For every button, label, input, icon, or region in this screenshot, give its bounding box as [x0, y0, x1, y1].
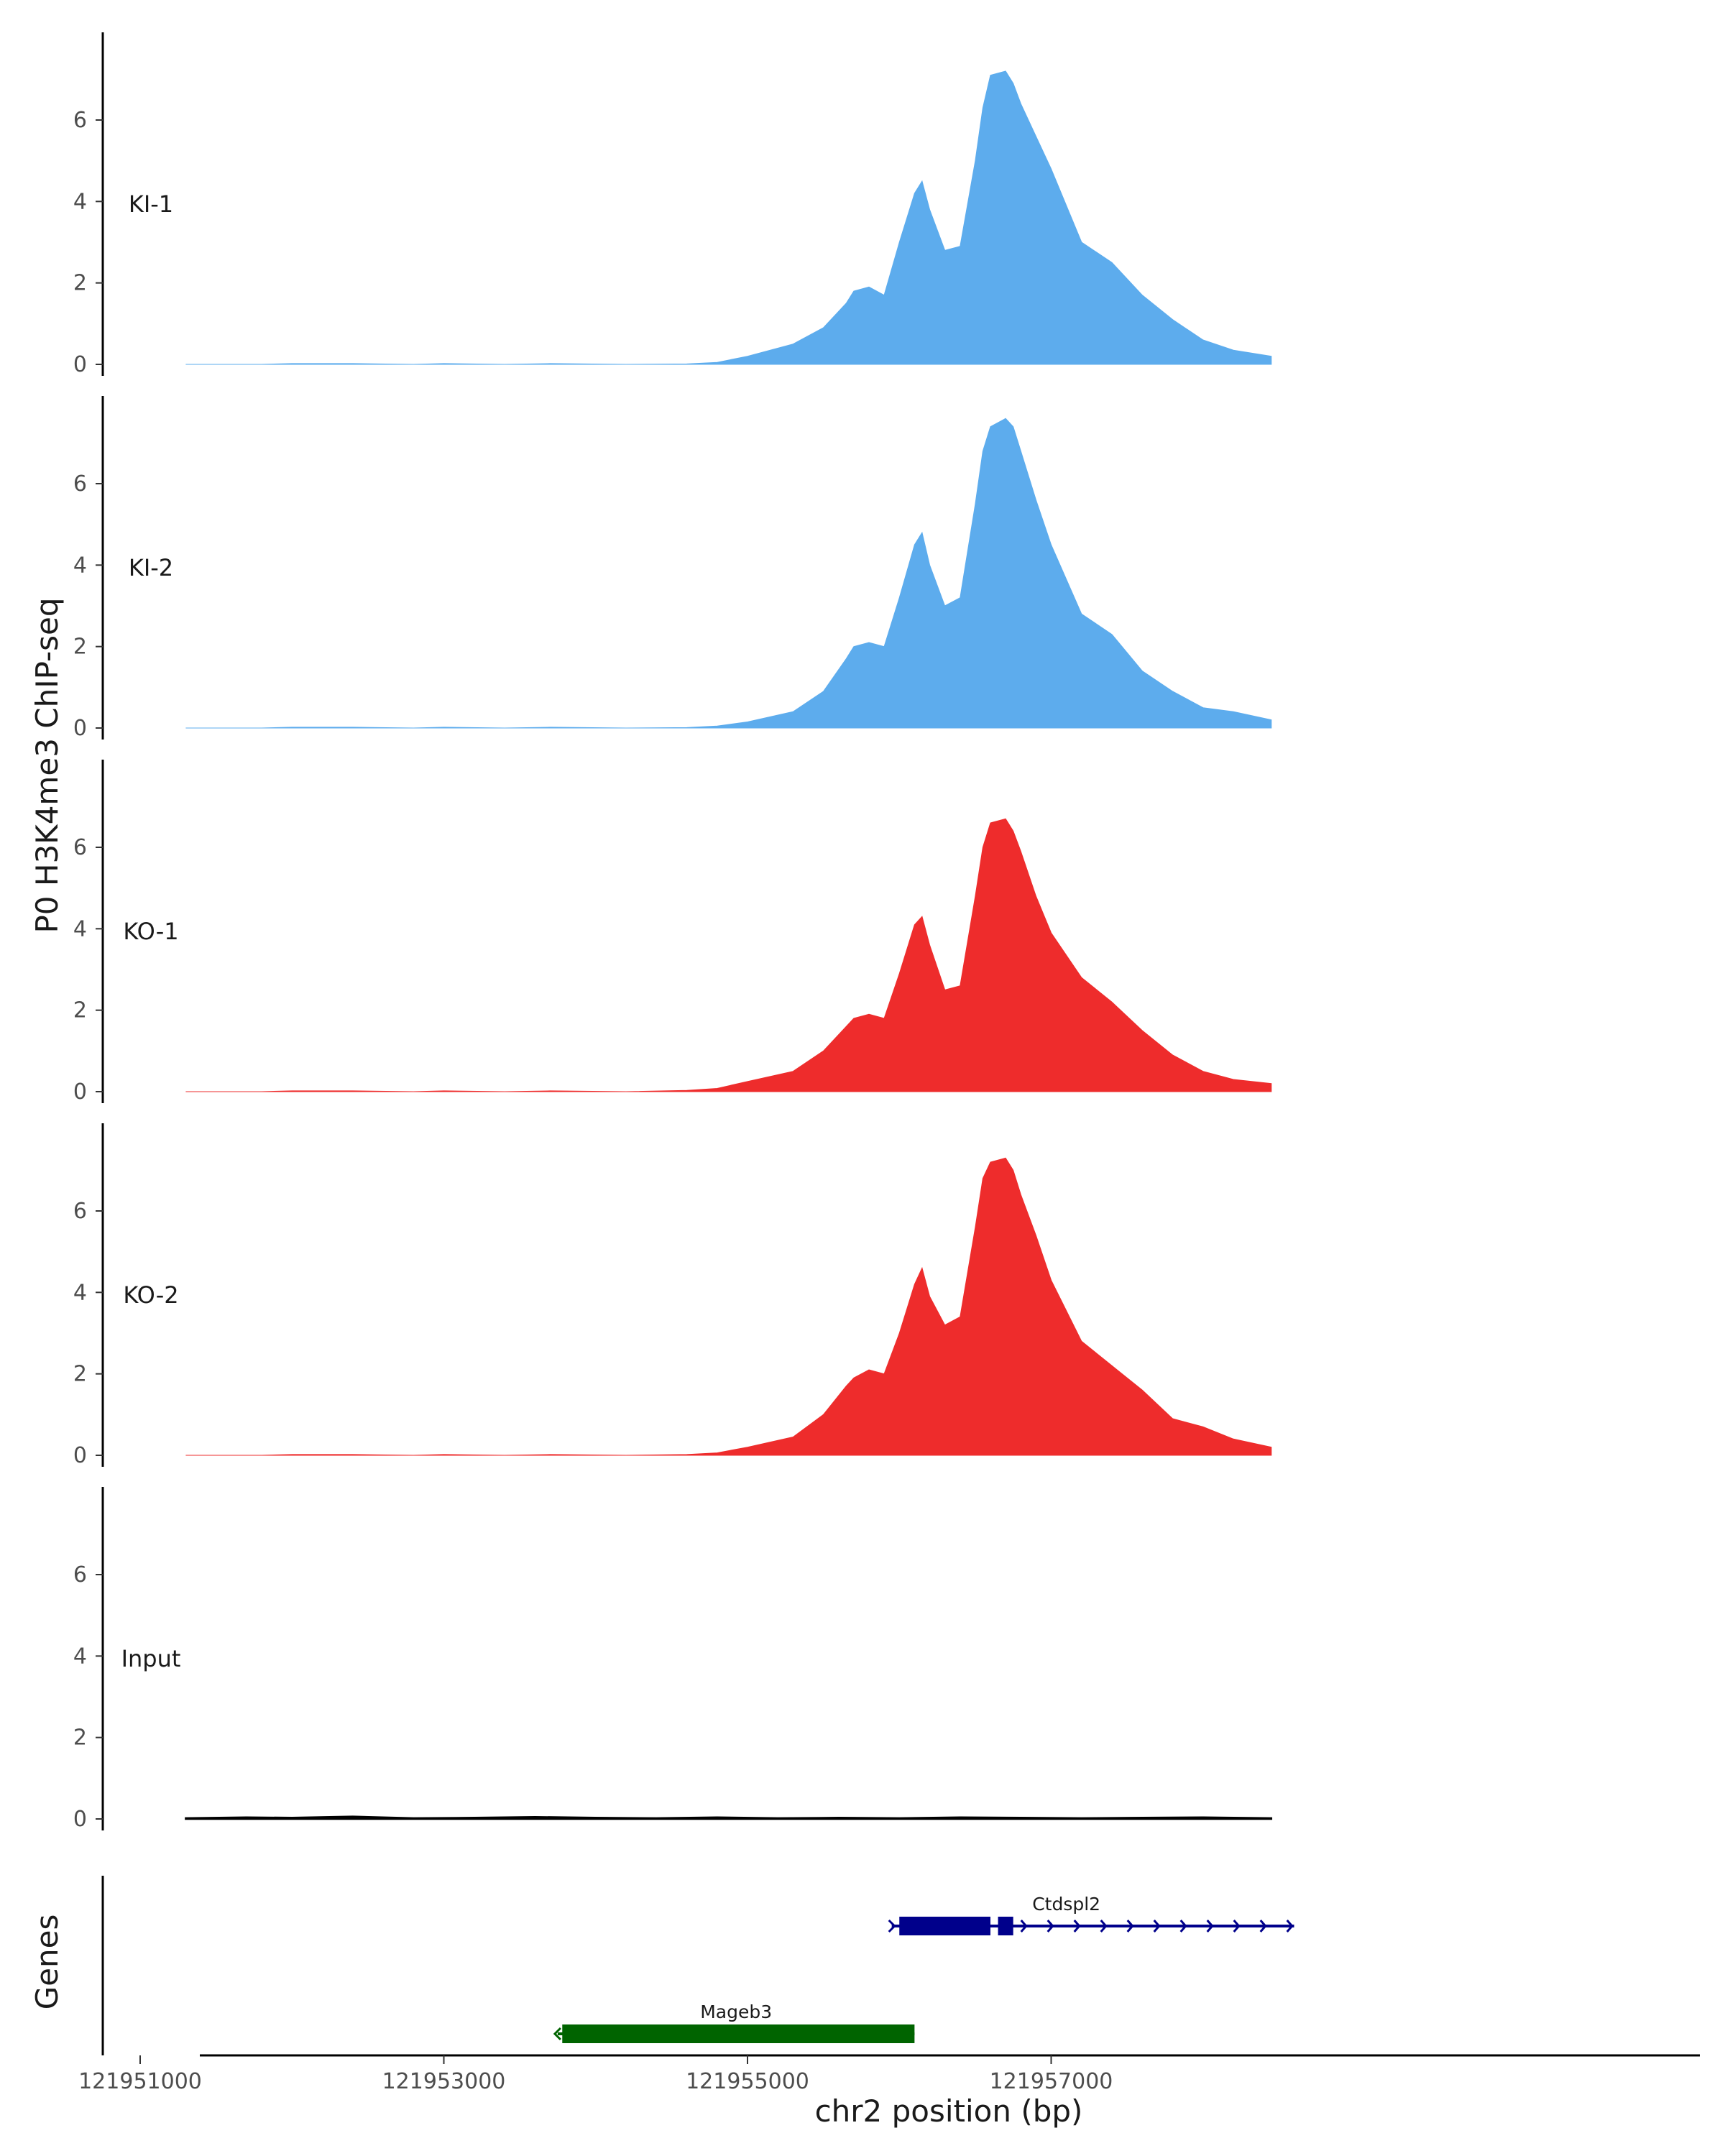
track-label: KO-2: [123, 1281, 178, 1309]
strand-arrow: [1020, 1920, 1028, 1932]
x-axis: 121951000 121953000 121955000 121957000: [78, 2054, 1700, 2094]
strand-arrow: [1259, 1920, 1267, 1932]
y-tick-label: 2: [73, 635, 87, 660]
coverage-area-input: [185, 1815, 1273, 1820]
x-axis-title: chr2 position (bp): [815, 2093, 1083, 2129]
track-ki-1: 0 2 4 6 KI-1: [73, 32, 1272, 377]
coverage-tracks: 0 2 4 6 KI-1 0 2 4 6 KI-2 0 2 4 6 KO-1 0 2 4 6 KO-2 0 2 4 6 Inpu…: [73, 32, 1273, 1832]
x-tick-label: 121957000: [990, 2069, 1113, 2094]
y-tick-label: 6: [73, 108, 87, 133]
strand-arrow: [1286, 1920, 1294, 1932]
strand-arrow: [1046, 1920, 1054, 1932]
strand-arrow: [1206, 1920, 1214, 1932]
strand-arrow: [1233, 1920, 1241, 1932]
track-input: 0 2 4 6 Input: [73, 1487, 1273, 1832]
y-axis-title: P0 H3K4me3 ChIP-seq: [29, 597, 65, 933]
y-tick-label: 6: [73, 1562, 87, 1588]
track-ko-2: 0 2 4 6 KO-2: [73, 1123, 1272, 1468]
track-ki-2: 0 2 4 6 KI-2: [73, 396, 1272, 741]
coverage-area-ko-2: [185, 1157, 1272, 1456]
y-tick-label: 2: [73, 1362, 87, 1387]
track-label: KI-1: [129, 190, 173, 218]
gene-label: Ctdspl2: [1032, 1894, 1100, 1915]
x-tick-label: 121955000: [686, 2069, 809, 2094]
gene-ctdspl2: Ctdspl2: [888, 1894, 1294, 1935]
y-tick-label: 4: [73, 189, 87, 214]
exon: [998, 1917, 1013, 1935]
coverage-area-ki-1: [185, 70, 1272, 365]
exon: [899, 1917, 990, 1935]
strand-arrow: [1179, 1920, 1187, 1932]
y-tick-label: 0: [73, 1079, 87, 1105]
y-tick-label: 4: [73, 1280, 87, 1305]
strand-arrow: [1126, 1920, 1134, 1932]
y-tick-label: 6: [73, 835, 87, 860]
strand-arrow: [1100, 1920, 1108, 1932]
track-ko-1: 0 2 4 6 KO-1: [73, 760, 1272, 1105]
x-tick-label: 121951000: [78, 2069, 202, 2094]
gene-label: Mageb3: [700, 2001, 772, 2022]
y-tick-label: 2: [73, 998, 87, 1023]
gene-mageb3: Mageb3: [553, 2001, 915, 2043]
y-tick-label: 0: [73, 716, 87, 741]
y-tick-label: 4: [73, 553, 87, 578]
y-tick-label: 4: [73, 1644, 87, 1669]
y-tick-label: 4: [73, 916, 87, 941]
x-tick-label: 121953000: [382, 2069, 506, 2094]
track-label: Input: [121, 1645, 181, 1672]
coverage-area-ko-1: [185, 818, 1272, 1092]
y-tick-label: 0: [73, 1807, 87, 1832]
strand-arrow: [553, 2027, 561, 2041]
y-tick-label: 6: [73, 471, 87, 497]
exon: [562, 2024, 915, 2043]
y-tick-label: 2: [73, 271, 87, 296]
track-label: KO-1: [123, 918, 178, 945]
genes-panel: Ctdspl2 Mageb3: [101, 1876, 1294, 2055]
genes-axis-title: Genes: [29, 1915, 65, 2010]
strand-arrow: [1073, 1920, 1081, 1932]
track-label: KI-2: [129, 554, 173, 581]
coverage-area-ki-2: [185, 418, 1272, 729]
strand-arrow: [888, 1919, 896, 1933]
y-tick-label: 0: [73, 1443, 87, 1468]
strand-arrow: [1153, 1920, 1161, 1932]
y-tick-label: 2: [73, 1726, 87, 1751]
y-tick-label: 0: [73, 352, 87, 377]
y-tick-label: 6: [73, 1199, 87, 1224]
